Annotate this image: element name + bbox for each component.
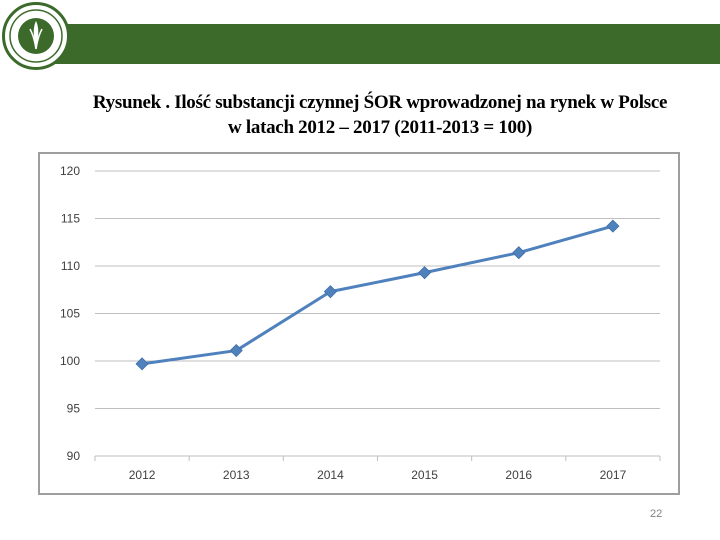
data-point-marker: [229, 343, 243, 358]
y-tick-label: 115: [61, 212, 80, 226]
data-point-marker: [606, 219, 620, 233]
line-chart: 90 95 100 105 110 115 120 2012 2013 2014 2015 2016 2…: [60, 164, 661, 482]
header-band: [40, 24, 720, 64]
page-number: 22: [650, 508, 663, 520]
x-tick-label: 2015: [411, 468, 438, 482]
data-point-marker: [135, 357, 149, 371]
y-tick-label: 95: [67, 402, 81, 416]
y-tick-label: 120: [60, 164, 80, 178]
y-tick-label: 90: [67, 449, 81, 463]
data-point-marker: [323, 285, 337, 299]
data-point-marker: [512, 246, 526, 260]
chart-title-line-1: Rysunek . Ilość substancji czynnej ŚOR w…: [92, 92, 668, 113]
y-tick-label: 100: [60, 354, 80, 368]
series-line: [141, 224, 614, 366]
x-tick-label: 2012: [129, 468, 156, 482]
y-tick-label: 105: [60, 307, 80, 321]
data-point-marker: [418, 266, 432, 280]
chart-title: Rysunek . Ilość substancji czynnej ŚOR w…: [80, 90, 680, 140]
y-tick-label: 110: [61, 259, 80, 273]
x-tick-label: 2017: [600, 468, 627, 482]
x-tick-label: 2014: [317, 468, 344, 482]
institution-logo: [2, 2, 70, 70]
x-tick-label: 2013: [223, 468, 250, 482]
x-tick-label: 2016: [505, 468, 532, 482]
chart-frame: 90 95 100 105 110 115 120 2012 2013 2014 2015 2016 2…: [38, 152, 680, 495]
chart-title-line-2: w latach 2012 – 2017 (2011-2013 = 100): [228, 117, 532, 138]
